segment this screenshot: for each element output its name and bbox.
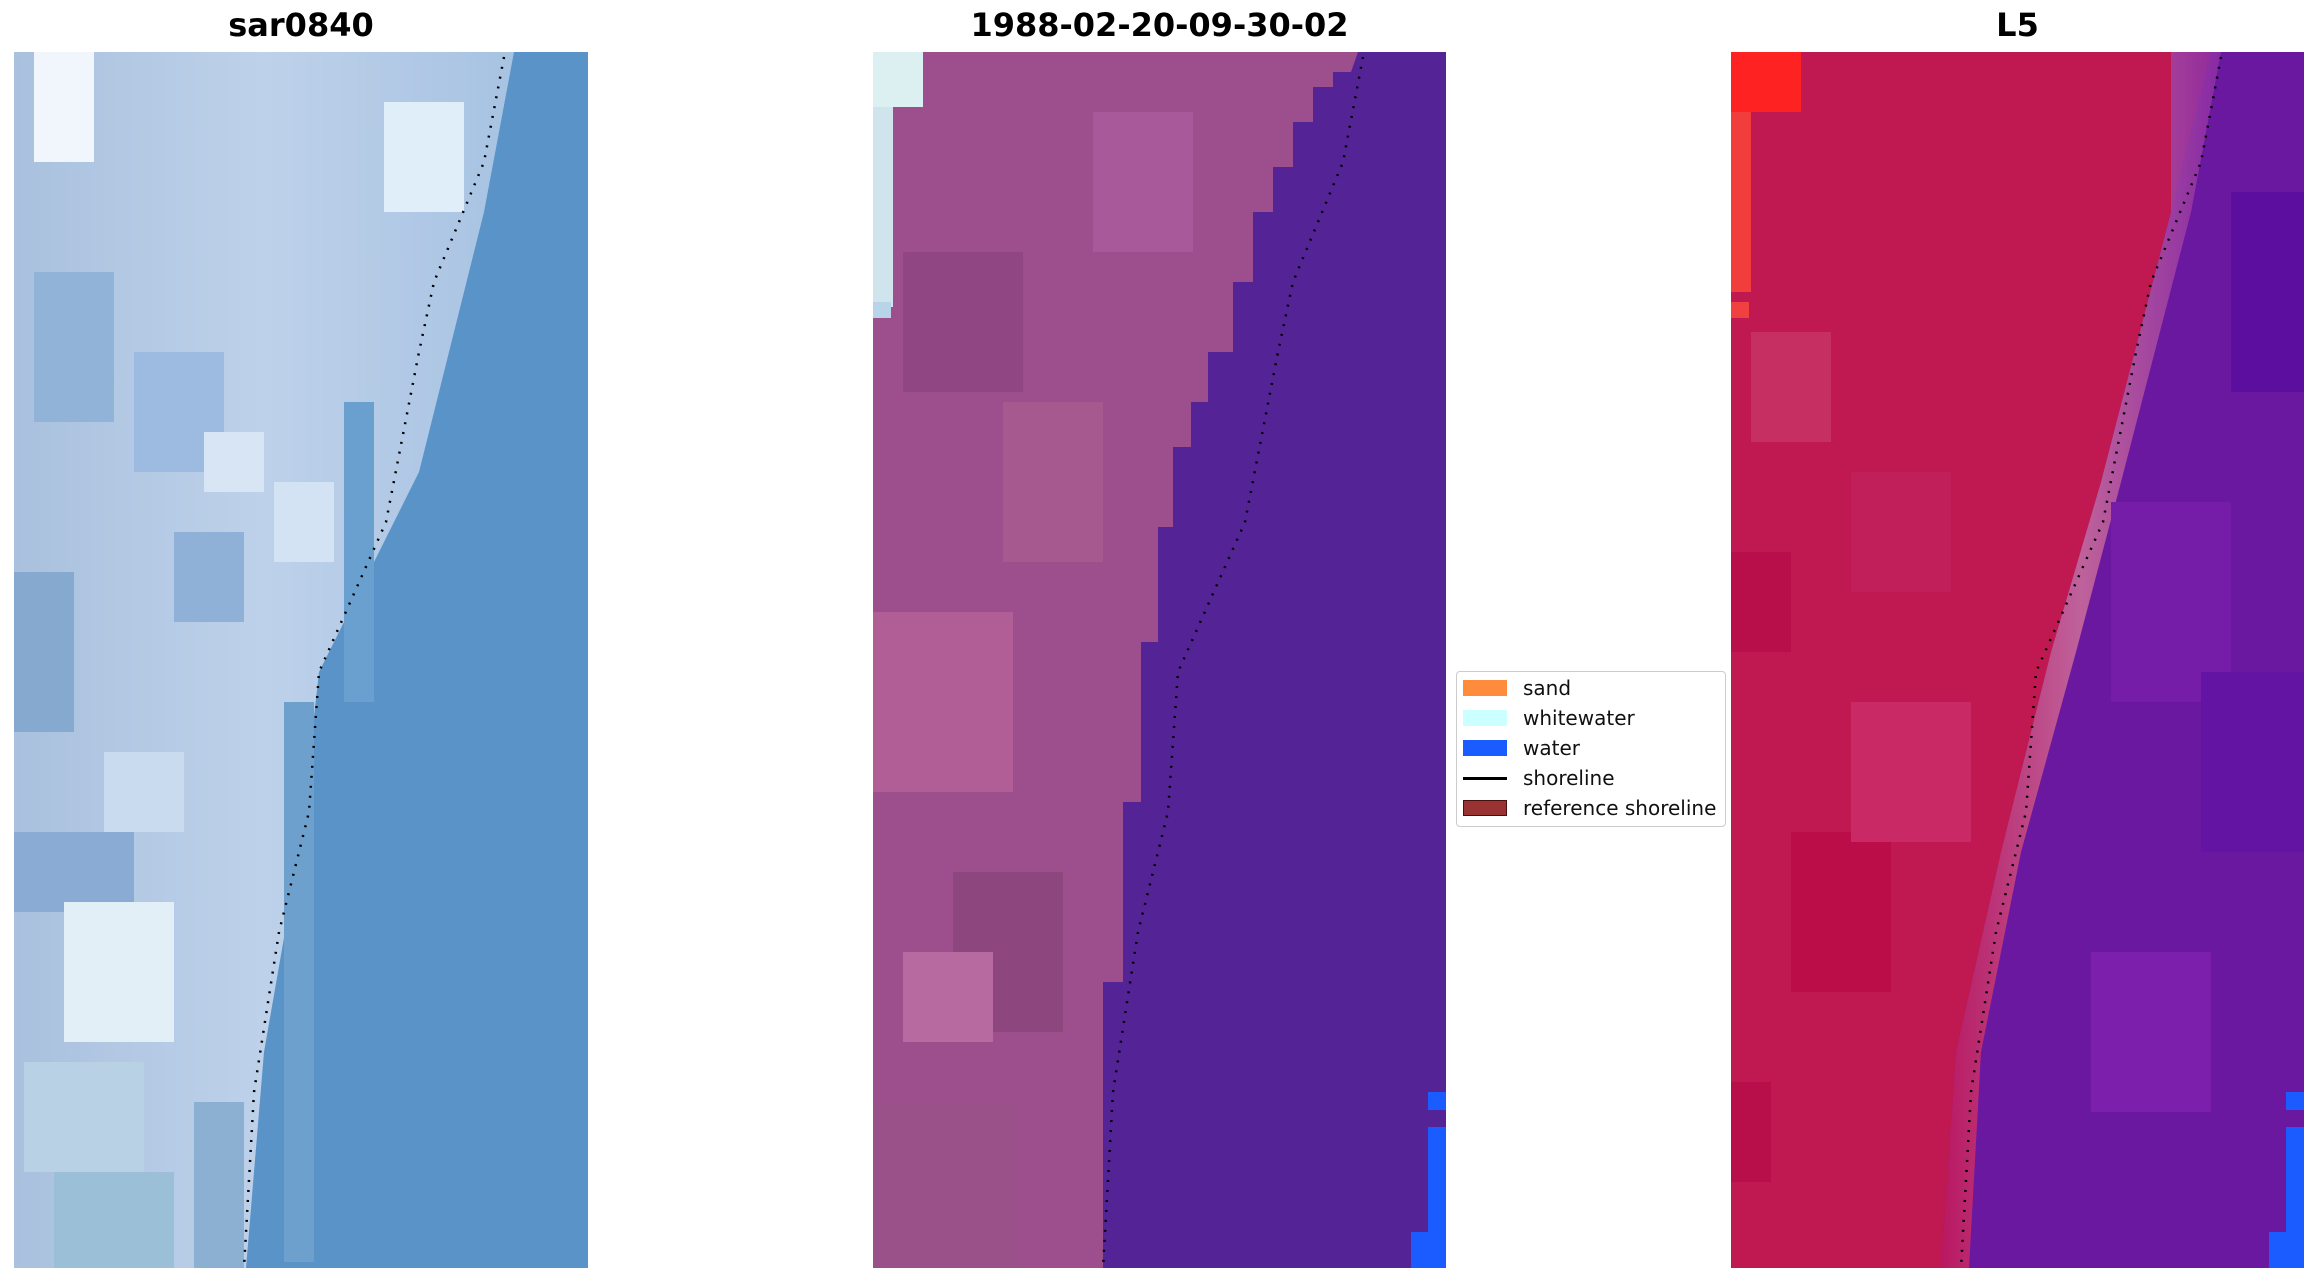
classification-image — [873, 52, 1446, 1268]
sand-swatch — [1463, 680, 1507, 696]
legend-label: shoreline — [1523, 766, 1615, 790]
legend-label: water — [1523, 736, 1580, 760]
water-region — [1103, 52, 1446, 1268]
whitewater-swatch — [1463, 710, 1507, 726]
rgb-image-panel — [14, 52, 588, 1268]
legend-item-water: water — [1463, 734, 1580, 762]
legend-item-shoreline: shoreline — [1463, 764, 1615, 792]
water-swatch — [1463, 740, 1507, 756]
index-image — [1731, 52, 2304, 1268]
legend-label: whitewater — [1523, 706, 1635, 730]
shoreline-swatch — [1463, 776, 1507, 780]
index-image-panel — [1731, 52, 2304, 1268]
legend-label: sand — [1523, 676, 1572, 700]
legend-item-whitewater: whitewater — [1463, 704, 1635, 732]
panel-title-rgb: sar0840 — [228, 6, 374, 44]
legend: sand whitewater water shoreline referenc… — [1456, 671, 1726, 827]
legend-item-sand: sand — [1463, 674, 1571, 702]
shoreline-line — [242, 56, 506, 1268]
reference-shoreline-swatch — [1463, 800, 1507, 816]
legend-label: reference shoreline — [1523, 796, 1717, 820]
rgb-image — [14, 52, 588, 1268]
panel-title-classification: 1988-02-20-09-30-02 — [970, 6, 1349, 44]
shoreline-line — [1959, 56, 2223, 1268]
legend-item-reference-shoreline: reference shoreline — [1463, 794, 1716, 822]
shoreline-line — [1101, 56, 1365, 1268]
classification-image-panel — [873, 52, 1446, 1268]
panel-title-index: L5 — [1996, 6, 2039, 44]
